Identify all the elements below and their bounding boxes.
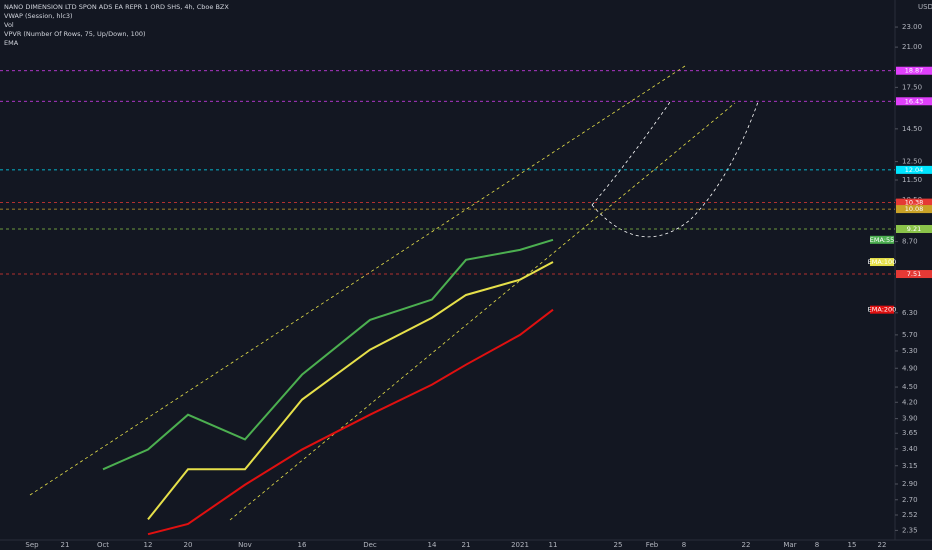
price-badge	[896, 270, 932, 279]
x-tick-label: 11	[549, 541, 558, 549]
ema-badge	[870, 258, 894, 267]
y-tick-label: 3.15	[902, 462, 918, 470]
x-tick-label: 25	[614, 541, 623, 549]
y-tick-label: 4.50	[902, 383, 918, 391]
ema-line	[147, 308, 554, 536]
y-tick-label: 3.90	[902, 415, 918, 423]
x-tick-label: 8	[682, 541, 686, 549]
x-tick-label: 22	[742, 541, 751, 549]
indicator: VPVR (Number Of Rows, 75, Up/Down, 100)	[4, 30, 146, 38]
x-tick-label: Oct	[97, 541, 109, 549]
ema-badge-label: EMA:100	[868, 258, 897, 266]
indicator: VWAP (Session, hlc3)	[4, 12, 73, 20]
price-badge-label: 7.51	[907, 270, 921, 278]
x-tick-label: 16	[298, 541, 307, 549]
y-tick-label: 2.70	[902, 496, 918, 504]
y-tick-label: 5.30	[902, 347, 918, 355]
ema-badge	[870, 235, 894, 244]
price-badge-label: 10.08	[905, 205, 924, 213]
price-badge-label: 9.21	[907, 225, 921, 233]
y-tick-label: 11.50	[902, 176, 922, 184]
x-tick-label: Nov	[238, 541, 252, 549]
x-tick-label: Feb	[646, 541, 659, 549]
y-tick-label: 3.65	[902, 429, 918, 437]
y-tick-label: 2.35	[902, 526, 918, 534]
projection-arrow	[591, 101, 671, 206]
price-badge	[896, 97, 932, 106]
price-badge	[896, 66, 932, 75]
price-badge	[896, 165, 932, 174]
price-badge-label: 16.43	[905, 97, 924, 105]
y-tick-label: 4.20	[902, 398, 918, 406]
currency: USD	[918, 3, 932, 11]
x-tick-label: 20	[184, 541, 193, 549]
price-badge	[896, 225, 932, 234]
x-tick-label: 15	[848, 541, 857, 549]
x-tick-label: 8	[815, 541, 819, 549]
price-badge-label: 12.04	[905, 166, 924, 174]
x-tick-label: 2021	[511, 541, 529, 549]
symbol-title: NANO DIMENSION LTD SPON ADS EA REPR 1 OR…	[4, 3, 229, 11]
y-tick-label: 2.90	[902, 480, 918, 488]
x-tick-label: Dec	[363, 541, 377, 549]
ema-line	[102, 238, 554, 471]
y-tick-label: 17.50	[902, 83, 922, 91]
y-tick-label: 14.50	[902, 125, 922, 133]
x-tick-label: 14	[428, 541, 437, 549]
channel-lower	[229, 102, 736, 521]
y-tick-label: 8.70	[902, 238, 918, 246]
y-tick-label: 4.90	[902, 364, 918, 372]
x-tick-label: 21	[61, 541, 70, 549]
ema-badge-label: EMA:200	[868, 306, 897, 314]
y-tick-label: 21.00	[902, 43, 922, 51]
indicator: EMA	[4, 39, 19, 47]
x-tick-label: 21	[462, 541, 471, 549]
y-tick-label: 23.00	[902, 23, 922, 31]
x-tick-label: Mar	[783, 541, 796, 549]
y-tick-label: 5.70	[902, 331, 918, 339]
y-tick-label: 3.40	[902, 445, 918, 453]
price-badge	[896, 198, 932, 207]
x-tick-label: 22	[878, 541, 887, 549]
price-badge-label: 10.38	[905, 199, 924, 207]
ema-badge-label: EMA:55	[870, 236, 895, 244]
y-tick-label: 2.52	[902, 511, 918, 519]
price-badge-label: 18.87	[905, 67, 924, 75]
price-badge	[896, 205, 932, 214]
y-tick-label: 12.50	[902, 158, 922, 166]
x-tick-label: 12	[144, 541, 153, 549]
y-tick-label: 6.30	[902, 309, 918, 317]
indicator: Vol	[4, 21, 14, 29]
ema-badge	[870, 305, 894, 314]
channel-upper	[29, 65, 686, 496]
ema-line	[147, 261, 554, 521]
projection-arrow	[591, 101, 759, 238]
x-tick-label: Sep	[25, 541, 39, 549]
